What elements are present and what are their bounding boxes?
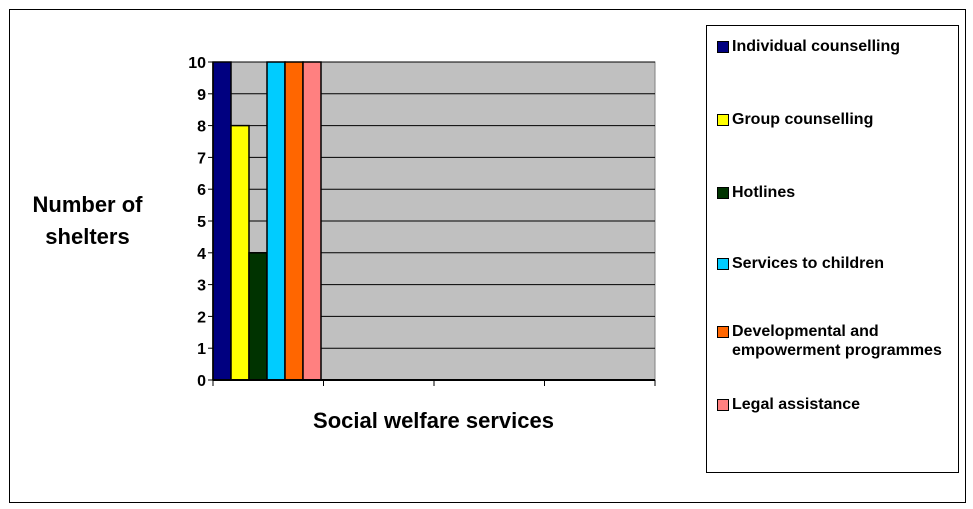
legend-swatch (717, 114, 729, 126)
legend-item-individual-counselling: Individual counselling (717, 37, 942, 56)
legend-label: Individual counselling (732, 38, 901, 55)
bar (212, 61, 232, 381)
y-tick-label: 6 (197, 182, 206, 199)
bar (302, 61, 322, 381)
bar (266, 61, 286, 381)
legend-label: Services to children (732, 255, 885, 272)
legend-swatch (717, 258, 729, 270)
bar (230, 124, 250, 381)
legend: Individual counselling Group counselling… (706, 25, 959, 473)
x-axis-title: Social welfare services (313, 408, 554, 433)
y-tick-label: 3 (197, 278, 206, 295)
y-tick-label: 8 (197, 119, 206, 136)
legend-item-services-to-children: Services to children (717, 254, 942, 273)
y-tick-label: 7 (197, 150, 206, 167)
legend-swatch (717, 41, 729, 53)
y-tick-label: 1 (197, 341, 206, 358)
legend-label: Hotlines (732, 184, 796, 201)
y-axis-title: Number of shelters (32, 192, 143, 249)
bar (284, 61, 304, 381)
y-tick-label: 2 (197, 309, 206, 326)
y-tick-label: 9 (197, 87, 206, 104)
bar (248, 252, 268, 381)
legend-item-hotlines: Hotlines (717, 183, 942, 202)
y-tick-label: 0 (197, 373, 206, 390)
y-tick-label: 10 (188, 55, 206, 72)
legend-label: Legal assistance (732, 396, 861, 413)
legend-item-developmental-and-empowerment-programmes: Developmental and empowerment programmes (717, 322, 942, 360)
legend-label: Group counselling (732, 111, 874, 128)
legend-item-legal-assistance: Legal assistance (717, 395, 942, 414)
legend-swatch (717, 187, 729, 199)
legend-item-group-counselling: Group counselling (717, 110, 942, 129)
legend-label: Developmental and empowerment programmes (732, 323, 942, 359)
legend-swatch (717, 326, 729, 338)
y-tick-label: 5 (197, 214, 206, 231)
y-tick-label: 4 (197, 246, 206, 263)
legend-swatch (717, 399, 729, 411)
